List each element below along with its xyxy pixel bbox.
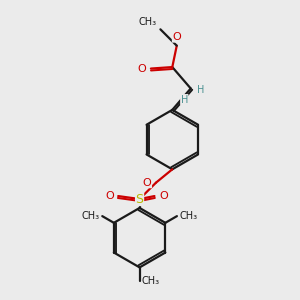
Text: H: H <box>197 85 205 95</box>
Text: O: O <box>172 32 181 42</box>
Text: O: O <box>138 64 146 74</box>
Text: O: O <box>105 191 114 201</box>
Text: O: O <box>159 191 168 201</box>
Text: S: S <box>136 193 144 206</box>
Text: CH₃: CH₃ <box>139 17 157 27</box>
Text: H: H <box>181 94 188 104</box>
Text: O: O <box>143 178 152 188</box>
Text: CH₃: CH₃ <box>179 211 197 221</box>
Text: CH₃: CH₃ <box>82 211 100 221</box>
Text: CH₃: CH₃ <box>142 276 160 286</box>
